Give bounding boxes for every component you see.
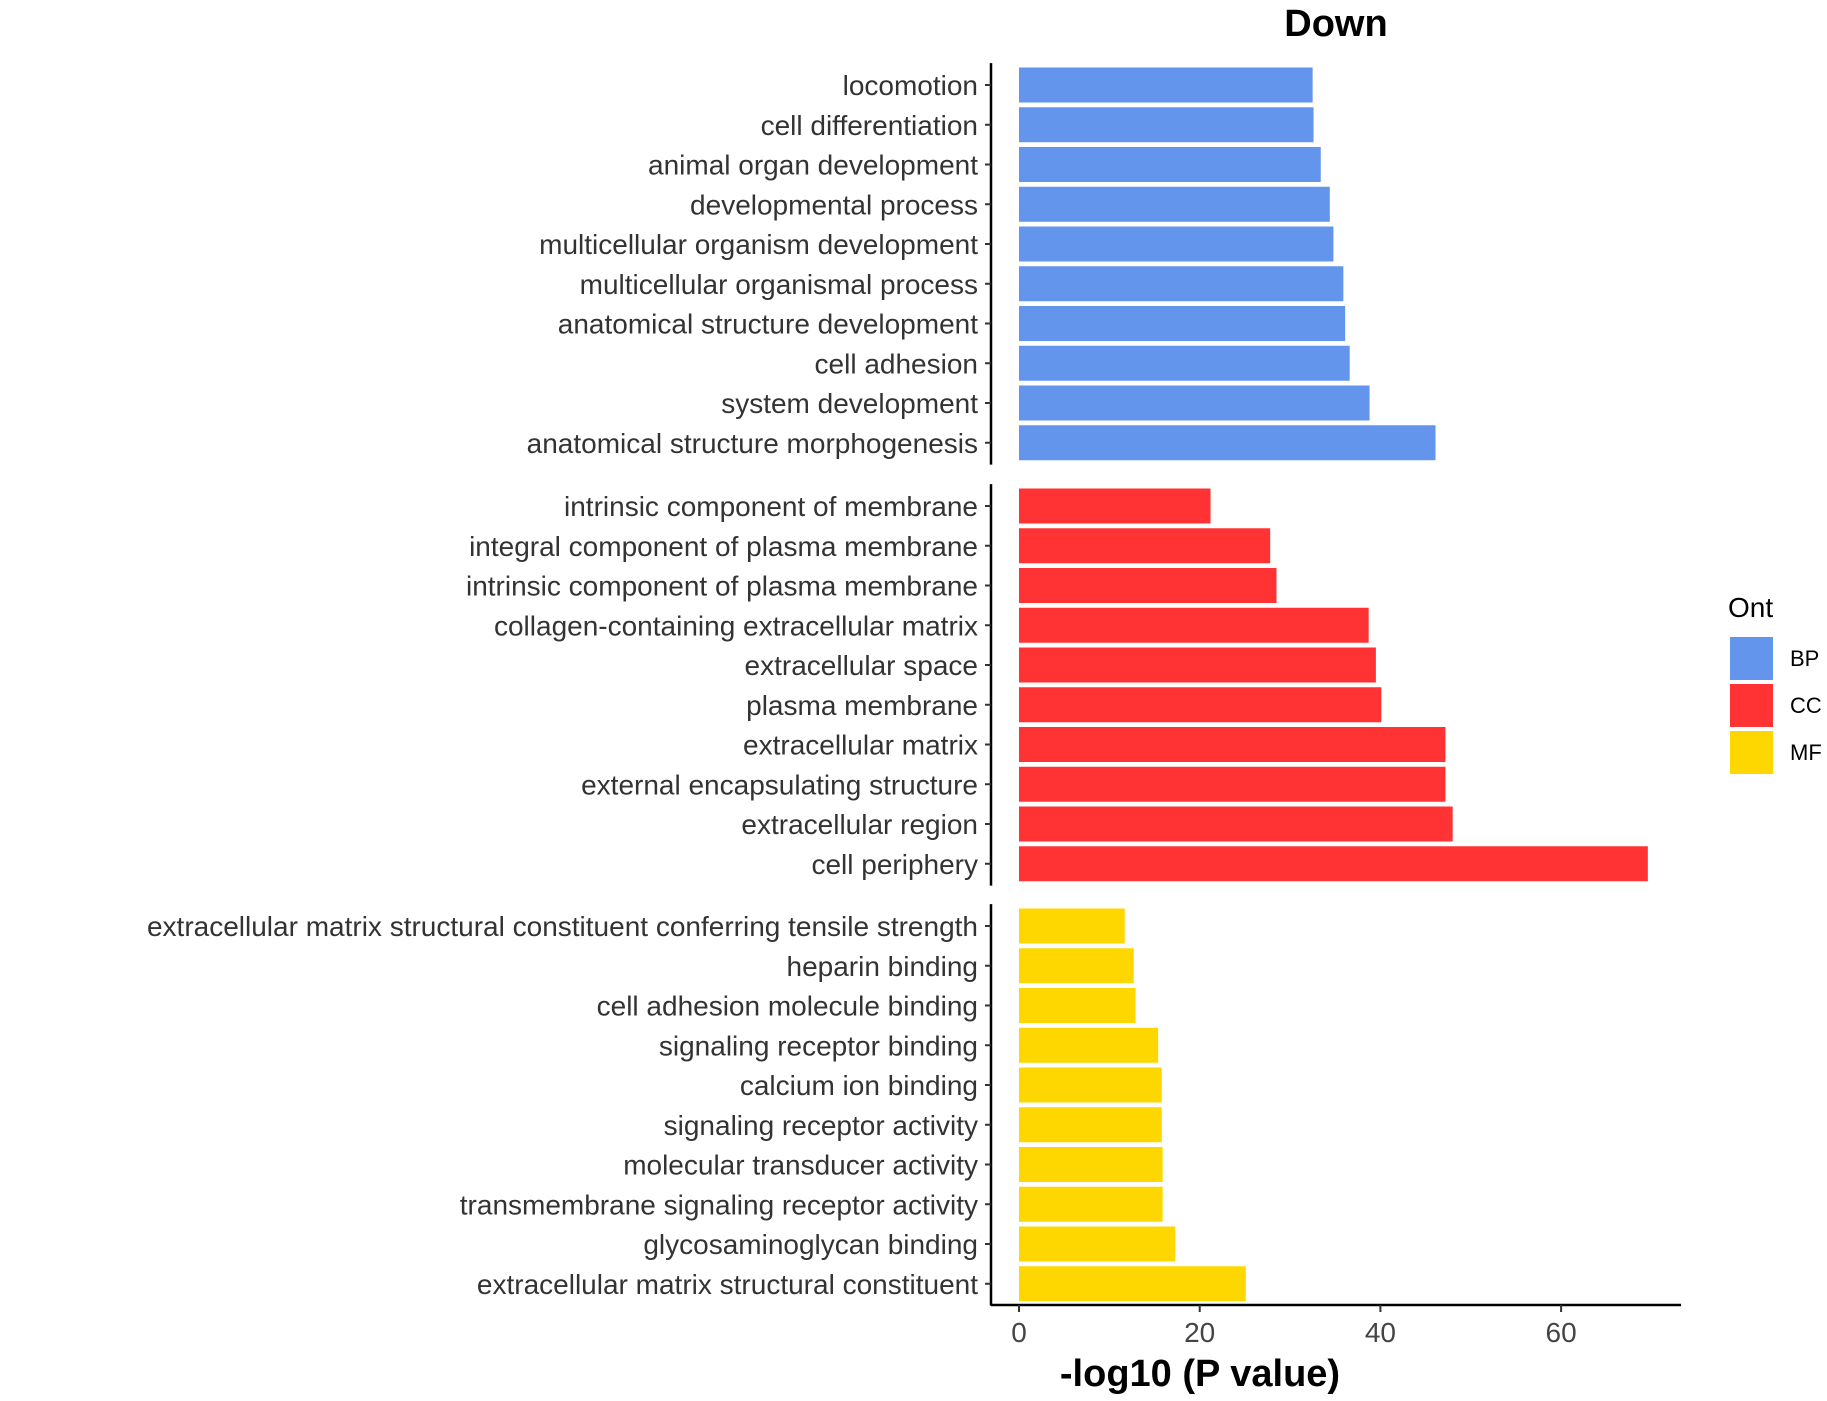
y-tick-label: cell adhesion molecule binding — [597, 991, 978, 1022]
bar — [1019, 1027, 1159, 1063]
x-axis-title: -log10 (P value) — [1060, 1353, 1340, 1395]
bar — [1019, 806, 1453, 842]
bar — [1019, 766, 1446, 802]
plot-area: locomotion cell differentiation animal org… — [147, 63, 1648, 1306]
bar — [1019, 226, 1334, 262]
y-tick-label: glycosaminoglycan binding — [643, 1229, 978, 1260]
y-tick-label: molecular transducer activity — [623, 1150, 978, 1181]
y-tick-label: multicellular organismal process — [580, 269, 978, 300]
y-tick-label: plasma membrane — [746, 690, 978, 721]
y-tick-label: anatomical structure development — [558, 309, 978, 340]
y-tick-label: heparin binding — [787, 951, 979, 982]
y-tick-label: cell differentiation — [761, 110, 978, 141]
bar — [1019, 908, 1125, 944]
legend-key-bp — [1730, 637, 1773, 680]
bar — [1019, 186, 1330, 222]
y-tick-label: developmental process — [690, 189, 978, 220]
bar — [1019, 988, 1136, 1023]
legend-label: CC — [1790, 693, 1822, 718]
y-tick-label: integral component of plasma membrane — [469, 531, 978, 562]
bar — [1019, 647, 1376, 683]
y-tick-label: intrinsic component of plasma membrane — [466, 571, 978, 602]
bar — [1019, 948, 1134, 984]
bar — [1019, 1186, 1163, 1222]
bar — [1019, 425, 1436, 461]
y-tick-label: locomotion — [843, 70, 978, 101]
y-tick-label: cell periphery — [811, 849, 978, 880]
y-tick-label: extracellular matrix — [743, 730, 978, 761]
legend-key-mf — [1730, 731, 1773, 774]
bar — [1019, 488, 1211, 524]
panel-cc: intrinsic component of membrane integral … — [466, 484, 1648, 886]
y-tick-label: system development — [721, 388, 978, 419]
bar — [1019, 385, 1370, 421]
x-tick-label: 20 — [1184, 1317, 1215, 1348]
y-tick-label: signaling receptor binding — [659, 1030, 978, 1061]
y-tick-label: collagen-containing extracellular matrix — [494, 610, 978, 641]
legend-key-cc — [1730, 684, 1773, 727]
bar — [1019, 266, 1344, 302]
bar — [1019, 1107, 1162, 1143]
bar — [1019, 345, 1350, 381]
y-tick-label: multicellular organism development — [539, 229, 978, 260]
bar — [1019, 846, 1648, 882]
y-tick-label: animal organ development — [648, 150, 978, 181]
panel-bp: locomotion cell differentiation animal org… — [527, 63, 1436, 465]
bar — [1019, 687, 1382, 723]
y-tick-label: signaling receptor activity — [664, 1110, 978, 1141]
bar — [1019, 568, 1277, 603]
x-tick-label: 40 — [1365, 1317, 1396, 1348]
bar — [1019, 1067, 1162, 1103]
bar — [1019, 1147, 1163, 1182]
y-tick-label: extracellular matrix structural constitu… — [477, 1269, 978, 1300]
legend-title: Ont — [1728, 592, 1773, 623]
bar — [1019, 67, 1313, 103]
bar — [1019, 727, 1446, 762]
y-tick-label: extracellular space — [745, 650, 978, 681]
legend: Ont BP CC MF — [1728, 592, 1822, 774]
y-tick-label: anatomical structure morphogenesis — [527, 428, 978, 459]
bar — [1019, 1226, 1176, 1262]
legend-label: BP — [1790, 646, 1819, 671]
y-tick-label: calcium ion binding — [740, 1070, 978, 1101]
y-tick-label: external encapsulating structure — [581, 769, 978, 800]
bar — [1019, 306, 1346, 341]
y-tick-label: transmembrane signaling receptor activit… — [460, 1189, 978, 1220]
panel-mf: extracellular matrix structural constitu… — [147, 904, 1246, 1306]
y-tick-label: intrinsic component of membrane — [564, 491, 978, 522]
bar — [1019, 147, 1321, 182]
y-tick-label: cell adhesion — [815, 348, 978, 379]
bar — [1019, 107, 1314, 143]
y-tick-label: extracellular region — [741, 809, 978, 840]
legend-label: MF — [1790, 740, 1822, 765]
chart-title: Down — [1284, 3, 1387, 45]
bar — [1019, 1266, 1246, 1302]
y-tick-label: extracellular matrix structural constitu… — [147, 911, 978, 942]
bar — [1019, 607, 1369, 643]
x-axis: 0 20 40 60 — [991, 1303, 1681, 1348]
x-tick-label: 60 — [1546, 1317, 1577, 1348]
x-tick-label: 0 — [1011, 1317, 1027, 1348]
bar — [1019, 528, 1271, 564]
